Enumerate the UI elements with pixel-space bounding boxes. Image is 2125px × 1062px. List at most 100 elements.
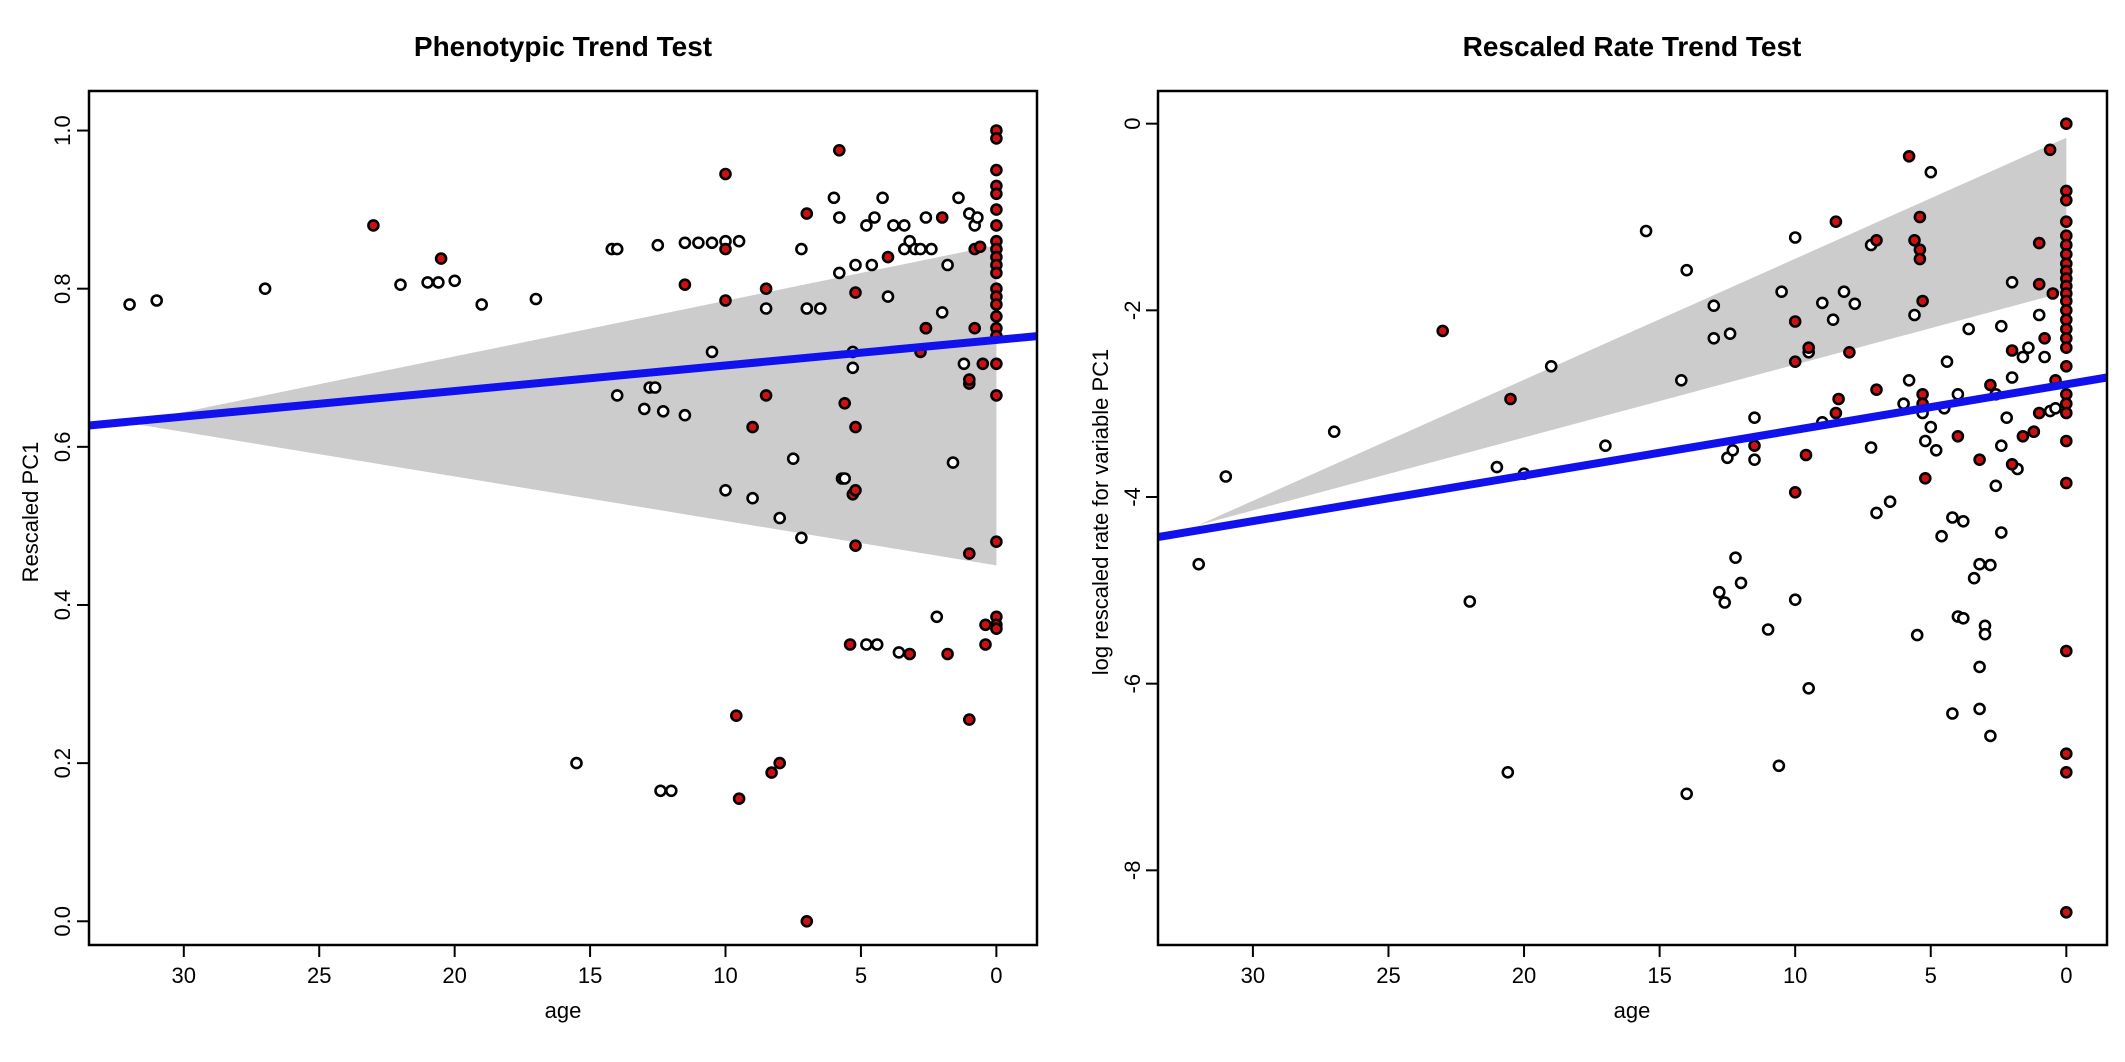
data-point-highlighted: [1951, 429, 1965, 443]
data-point: [865, 258, 879, 272]
data-point-highlighted: [990, 219, 1003, 232]
data-point-highlighted: [1829, 215, 1843, 228]
plot-frame: [1156, 89, 2109, 947]
x-tick-label: 20: [1512, 963, 1536, 988]
data-point: [1680, 263, 1693, 277]
data-point: [1775, 285, 1788, 299]
data-point-highlighted: [800, 207, 814, 220]
data-point-highlighted: [2060, 193, 2073, 207]
data-point: [1995, 319, 2008, 333]
data-point: [952, 191, 965, 205]
data-point: [1726, 443, 1740, 457]
data-point-highlighted: [990, 535, 1003, 549]
data-point: [838, 472, 852, 485]
data-point: [1826, 313, 1840, 327]
data-point: [651, 238, 665, 252]
data-point-highlighted: [773, 756, 787, 770]
data-point: [648, 381, 662, 394]
data-point: [1864, 441, 1878, 454]
data-point: [150, 294, 163, 307]
data-point: [914, 242, 927, 256]
data-point-highlighted: [732, 792, 746, 806]
data-point: [1816, 296, 1829, 310]
data-point-highlighted: [838, 396, 852, 410]
data-point: [1973, 660, 1986, 674]
data-point-highlighted: [2060, 644, 2073, 658]
data-point-highlighted: [832, 144, 846, 157]
data-point: [1883, 495, 1897, 509]
data-point: [930, 610, 944, 624]
data-point: [1723, 327, 1737, 341]
data-point: [1995, 439, 2008, 453]
data-point: [1973, 557, 1986, 571]
data-point-highlighted: [729, 709, 743, 723]
data-point-highlighted: [990, 132, 1003, 145]
data-point: [258, 282, 272, 296]
data-point: [971, 211, 984, 224]
data-point: [876, 191, 889, 205]
data-point: [529, 292, 543, 306]
data-point: [1951, 387, 1965, 401]
data-point-highlighted: [968, 321, 982, 335]
data-point: [832, 211, 846, 224]
data-point: [1946, 511, 1959, 524]
x-axis-label: age: [545, 998, 582, 1023]
trend-line: [1157, 373, 2108, 542]
data-point: [654, 784, 667, 798]
plot-frame: [87, 89, 1039, 947]
x-tick-label: 25: [307, 963, 331, 988]
data-point: [1919, 434, 1932, 448]
x-tick-label: 30: [1241, 963, 1265, 988]
data-point-highlighted: [990, 266, 1003, 280]
data-point-highlighted: [1984, 378, 1997, 392]
data-point: [881, 290, 895, 303]
x-axis-label: age: [1614, 998, 1651, 1023]
y-tick-label: -6: [1120, 674, 1145, 694]
data-point-highlighted: [719, 294, 732, 307]
data-point-highlighted: [973, 240, 987, 254]
data-point: [1989, 479, 2003, 493]
y-axis-label: Rescaled PC1: [18, 442, 43, 583]
data-point-highlighted: [1973, 453, 1986, 467]
data-point: [935, 306, 949, 319]
data-point-highlighted: [759, 282, 773, 296]
data-point: [860, 219, 873, 232]
data-point-highlighted: [962, 713, 976, 726]
data-point: [1924, 165, 1938, 179]
y-tick-label: -2: [1120, 301, 1145, 321]
data-point: [475, 298, 489, 311]
data-point: [692, 236, 705, 250]
data-point: [849, 258, 862, 272]
data-point-highlighted: [2060, 215, 2073, 228]
data-point: [832, 266, 846, 280]
data-point: [860, 638, 873, 651]
data-point: [1902, 373, 1916, 387]
data-point-highlighted: [1870, 234, 1883, 247]
data-point-highlighted: [1908, 234, 1921, 247]
data-point: [1848, 297, 1862, 311]
data-point-highlighted: [1919, 471, 1932, 485]
data-point: [123, 298, 136, 311]
x-tick-label: 15: [1647, 963, 1671, 988]
data-point: [1192, 557, 1205, 571]
data-point: [1929, 443, 1943, 457]
y-tick-label: -8: [1120, 861, 1145, 881]
data-point: [773, 511, 787, 525]
data-point-highlighted: [990, 163, 1003, 177]
data-point: [1946, 707, 1959, 720]
y-tick-label: 1.0: [50, 115, 75, 146]
data-point-highlighted: [935, 211, 949, 224]
y-tick-label: 0.8: [50, 273, 75, 304]
data-point-highlighted: [849, 286, 862, 299]
data-point-highlighted: [2043, 143, 2057, 157]
data-point-highlighted: [881, 250, 895, 264]
data-point-highlighted: [990, 389, 1003, 402]
data-point: [678, 408, 692, 422]
data-point: [1219, 470, 1233, 483]
x-tick-label: 30: [172, 963, 196, 988]
data-point: [1707, 299, 1721, 313]
data-point-highlighted: [759, 389, 773, 402]
data-point: [1680, 787, 1693, 801]
data-point: [846, 361, 860, 375]
